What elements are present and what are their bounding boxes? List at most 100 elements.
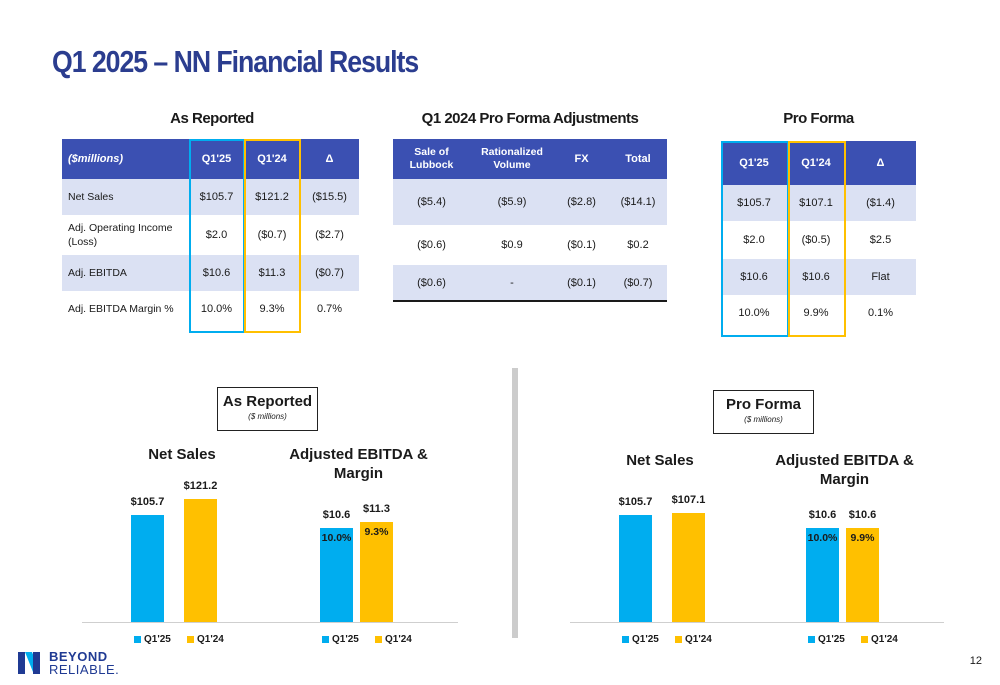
- table-header-cell: Δ: [845, 141, 916, 185]
- legend-label: Q1'25: [818, 634, 845, 645]
- box-subtitle: ($ millions): [744, 415, 783, 424]
- box-title: As Reported: [222, 393, 313, 410]
- table-cell: Adj. EBITDA Margin %: [68, 303, 174, 315]
- chart-title: Adjusted EBITDA & Margin: [289, 446, 428, 482]
- table-cell: $2.5: [869, 234, 892, 246]
- chart-bar: [806, 527, 839, 622]
- chart-title: Net Sales: [626, 452, 694, 469]
- legend-item: Q1'25: [134, 634, 171, 645]
- table-header-cell: Δ: [300, 139, 359, 179]
- chart-ebitda-proforma: Adjusted EBITDA & Margin $10.6 10.0% $10.6 9…: [762, 440, 944, 655]
- table-row: 10.0% 9.9% 0.1%: [721, 295, 916, 331]
- chart-net-sales-reported: Net Sales $105.7 $121.2 Q1'25 Q1'24: [82, 440, 282, 655]
- box-title: Pro Forma: [725, 396, 801, 413]
- chart-ebitda-reported: Adjusted EBITDA & Margin $10.6 10.0% $11.3 9…: [276, 440, 458, 655]
- chart-bar: [846, 527, 879, 622]
- table-cell: ($5.4): [393, 179, 470, 225]
- bar-value-label: $105.7: [130, 495, 165, 508]
- table-cell: 0.7%: [316, 303, 343, 315]
- legend-swatch: [375, 636, 382, 643]
- bar-margin-label: 9.3%: [364, 525, 389, 538]
- table-header-cell: FX: [554, 139, 609, 179]
- table-cell: ($0.7): [257, 229, 287, 241]
- as-reported-table: ($millions) Q1'25 Q1'24 Δ Net Sales $105…: [62, 139, 359, 327]
- pro-forma-box: Pro Forma ($ millions): [713, 390, 814, 434]
- table-cell: $105.7: [189, 179, 244, 215]
- pro-forma-title: Pro Forma: [783, 110, 854, 127]
- table-cell: ($0.1): [567, 239, 596, 251]
- adjustments-title: Q1 2024 Pro Forma Adjustments: [421, 110, 639, 127]
- chart-bar: [184, 499, 217, 622]
- table-cell: $0.9: [501, 239, 523, 251]
- table-row: ($0.6) - ($0.1) ($0.7): [393, 265, 667, 302]
- legend-item: Q1'24: [375, 634, 412, 645]
- table-cell: $2.0: [743, 234, 765, 246]
- logo-mark-icon: [18, 652, 40, 674]
- legend-item: Q1'25: [808, 634, 845, 645]
- legend-swatch: [675, 636, 682, 643]
- table-cell: ($2.7): [315, 229, 344, 241]
- table-cell: 9.3%: [259, 303, 285, 315]
- chart-title: Net Sales: [148, 446, 216, 463]
- table-cell: ($0.5): [801, 234, 831, 246]
- table-header-cell: Rationalized Volume: [470, 139, 554, 179]
- chart-axis: [570, 622, 770, 623]
- as-reported-title: As Reported: [170, 110, 254, 127]
- table-header-cell: Q1'25: [189, 139, 244, 179]
- chart-axis: [762, 622, 944, 623]
- chart-bar: [360, 521, 393, 622]
- table-cell: Flat: [845, 259, 916, 295]
- table-cell: ($0.6): [393, 265, 470, 302]
- table-header-cell: Q1'24: [244, 139, 300, 179]
- table-cell: Net Sales: [62, 179, 189, 215]
- table-header-cell: Q1'25: [721, 141, 787, 185]
- table-cell: ($0.7): [609, 265, 667, 302]
- table-cell: $10.6: [787, 259, 845, 295]
- table-cell: $10.6: [721, 259, 787, 295]
- legend-label: Q1'24: [197, 634, 224, 645]
- as-reported-box: As Reported ($ millions): [217, 387, 318, 431]
- table-header-cell: Total: [609, 139, 667, 179]
- page-number: 12: [969, 655, 982, 667]
- table-header-cell: ($millions): [62, 139, 189, 179]
- table-cell: ($0.1): [554, 265, 609, 302]
- chart-title: Adjusted EBITDA & Margin: [775, 452, 914, 488]
- table-row: Net Sales $105.7 $121.2 ($15.5): [62, 179, 359, 215]
- table-cell: Adj. Operating Income (Loss): [68, 222, 173, 248]
- table-row: $10.6 $10.6 Flat: [721, 259, 916, 295]
- table-cell: ($0.6): [417, 239, 446, 251]
- pro-forma-table: Q1'25 Q1'24 Δ $105.7 $107.1 ($1.4) $2.0 …: [721, 141, 916, 331]
- table-cell: ($15.5): [300, 179, 359, 215]
- bar-margin-label: 10.0%: [807, 531, 838, 544]
- bar-value-label: $121.2: [183, 480, 218, 493]
- table-cell: $2.0: [205, 229, 228, 241]
- table-cell: $10.6: [189, 255, 244, 291]
- table-cell: ($0.7): [300, 255, 359, 291]
- legend-label: Q1'25: [144, 634, 171, 645]
- legend-swatch: [187, 636, 194, 643]
- table-header-row: Q1'25 Q1'24 Δ: [721, 141, 916, 185]
- chart-bar: [320, 527, 353, 622]
- legend-swatch: [622, 636, 629, 643]
- table-cell: -: [470, 265, 554, 302]
- table-row: ($0.6) $0.9 ($0.1) $0.2: [393, 225, 667, 265]
- table-row: $105.7 $107.1 ($1.4): [721, 185, 916, 221]
- section-divider: [512, 368, 518, 638]
- table-cell: $11.3: [244, 255, 300, 291]
- table-row: Adj. Operating Income (Loss) $2.0 ($0.7)…: [62, 215, 359, 255]
- legend-item: Q1'24: [861, 634, 898, 645]
- bar-value-label: $10.6: [808, 508, 837, 521]
- table-row: $2.0 ($0.5) $2.5: [721, 221, 916, 259]
- table-cell: 9.9%: [803, 307, 829, 319]
- logo-text-bottom: RELIABLE.: [49, 662, 120, 677]
- table-row: Adj. EBITDA Margin % 10.0% 9.3% 0.7%: [62, 291, 359, 327]
- table-cell: ($2.8): [554, 179, 609, 225]
- chart-axis: [82, 622, 282, 623]
- legend-item: Q1'25: [622, 634, 659, 645]
- page-title: Q1 2025 – NN Financial Results: [52, 44, 419, 79]
- table-cell: $105.7: [721, 185, 787, 221]
- logo-text-top: BEYOND: [49, 649, 108, 664]
- table-header-row: Sale of Lubbock Rationalized Volume FX T…: [393, 139, 667, 179]
- legend-item: Q1'25: [322, 634, 359, 645]
- chart-axis: [276, 622, 458, 623]
